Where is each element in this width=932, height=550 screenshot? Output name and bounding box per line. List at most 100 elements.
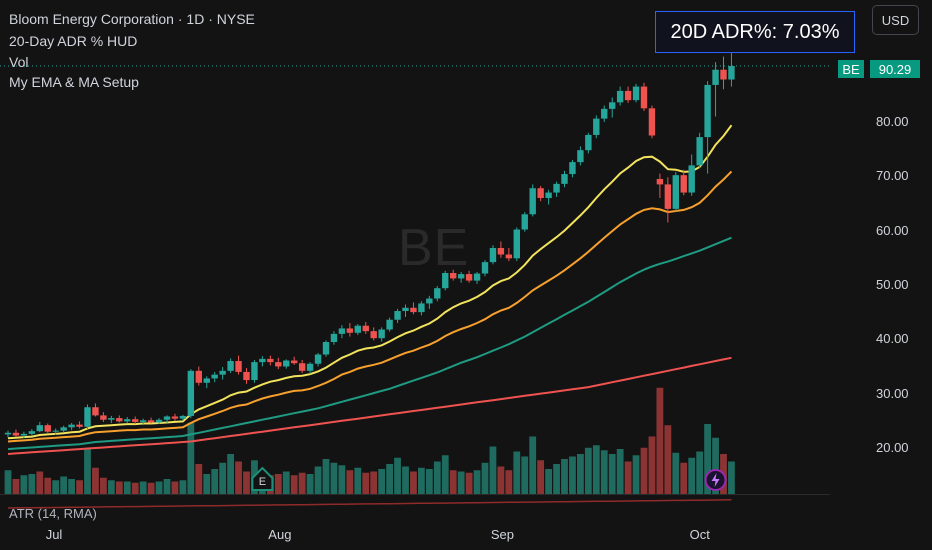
volume-bar <box>338 465 346 494</box>
price-tick-label: 80.00 <box>876 113 909 129</box>
atr-line <box>7 499 732 509</box>
volume-bar <box>640 447 648 494</box>
volume-bar <box>179 480 187 494</box>
volume-bar <box>346 470 354 494</box>
adr-hud-box: 20D ADR%: 7.03% <box>655 11 855 53</box>
candle-body <box>728 65 735 80</box>
candle-body <box>322 342 330 355</box>
volume-bar <box>529 436 537 494</box>
volume-bar <box>728 461 735 494</box>
currency-button[interactable]: USD <box>872 5 919 35</box>
candle-body <box>219 370 226 375</box>
candle-body <box>720 69 727 80</box>
volume-bar <box>163 479 171 494</box>
candle-body <box>545 192 552 198</box>
volume-bar <box>433 461 441 494</box>
candle-body <box>640 86 648 109</box>
volume-bar <box>322 459 330 494</box>
candle-body <box>203 378 210 383</box>
volume-bar <box>505 470 513 494</box>
ema-fast-line <box>7 124 733 440</box>
volume-bar <box>195 464 203 494</box>
ma-slow-line <box>7 356 732 455</box>
volume-bar <box>537 460 545 494</box>
volume-bar <box>449 470 457 494</box>
price-tick-label: 50.00 <box>876 276 909 292</box>
volume-bar <box>457 471 465 494</box>
volume-bar <box>648 436 656 494</box>
candle-body <box>497 247 505 255</box>
candle-body <box>211 374 218 379</box>
volume-bar <box>139 481 147 494</box>
candle-body <box>171 416 179 419</box>
candle-body <box>426 298 433 304</box>
indicator-adr-hud[interactable]: 20-Day ADR % HUD <box>9 33 138 49</box>
candle-body <box>108 418 115 420</box>
volume-bar <box>425 469 433 494</box>
candle-body <box>362 325 369 332</box>
candle-body <box>680 175 687 193</box>
volume-bar <box>76 480 83 494</box>
volume-bar <box>330 462 338 494</box>
candle-body <box>298 363 306 371</box>
chart-title[interactable]: Bloom Energy Corporation · 1D · NYSE <box>9 11 255 27</box>
volume-bar <box>155 481 163 494</box>
volume-bar <box>545 469 552 494</box>
candle-body <box>593 118 600 135</box>
volume-bar <box>298 472 306 494</box>
volume-bar <box>92 467 99 494</box>
volume-bar <box>12 479 20 494</box>
ema-mid-line <box>7 170 733 443</box>
volume-bar <box>36 471 44 494</box>
candle-body <box>688 165 695 193</box>
candle-body <box>100 415 107 420</box>
volume-bar <box>60 476 68 494</box>
volume-bar <box>235 461 242 494</box>
volume-bar <box>354 467 362 494</box>
candle-body <box>330 333 338 343</box>
price-tick-label: 40.00 <box>876 331 909 347</box>
volume-bar <box>187 422 195 494</box>
volume-bar <box>52 480 60 494</box>
candle-body <box>147 420 155 423</box>
candle-body <box>76 424 83 427</box>
candle-body <box>616 90 624 103</box>
volume-bar <box>688 457 696 494</box>
volume-bar <box>227 454 234 494</box>
volume-bar <box>418 467 425 494</box>
volume-bar <box>672 452 680 494</box>
candle-body <box>60 427 67 431</box>
volume-bar <box>219 462 227 494</box>
candle-body <box>4 432 12 435</box>
volume-bar <box>362 472 370 494</box>
indicator-volume[interactable]: Vol <box>9 54 29 70</box>
volume-bar <box>370 471 378 494</box>
earnings-marker <box>251 466 274 491</box>
candle-body <box>569 162 576 175</box>
volume-bar <box>211 469 219 494</box>
volume-bar <box>481 462 489 494</box>
indicator-ema-ma[interactable]: My EMA & MA Setup <box>9 74 139 90</box>
volume-bar <box>513 451 521 494</box>
candle-body <box>155 419 163 423</box>
candle-body <box>561 174 568 184</box>
volume-bar <box>696 451 704 494</box>
candle-body <box>68 424 75 428</box>
volume-bar <box>203 474 211 494</box>
candle-body <box>370 331 377 339</box>
volume-bar <box>441 455 449 494</box>
volume-bar <box>569 456 576 494</box>
candle-body <box>338 328 346 334</box>
candle-body <box>44 425 51 432</box>
earnings-marker-label: E <box>259 476 266 488</box>
time-tick-label: Sep <box>490 527 515 542</box>
candle-body <box>132 419 139 422</box>
atr-pane-label[interactable]: ATR (14, RMA) <box>9 506 97 521</box>
volume-bar <box>44 477 52 494</box>
candle-body <box>259 358 266 363</box>
volume-bar <box>561 459 568 494</box>
volume-bar <box>656 387 664 494</box>
candle-body <box>36 425 43 432</box>
volume-bar <box>123 481 131 494</box>
